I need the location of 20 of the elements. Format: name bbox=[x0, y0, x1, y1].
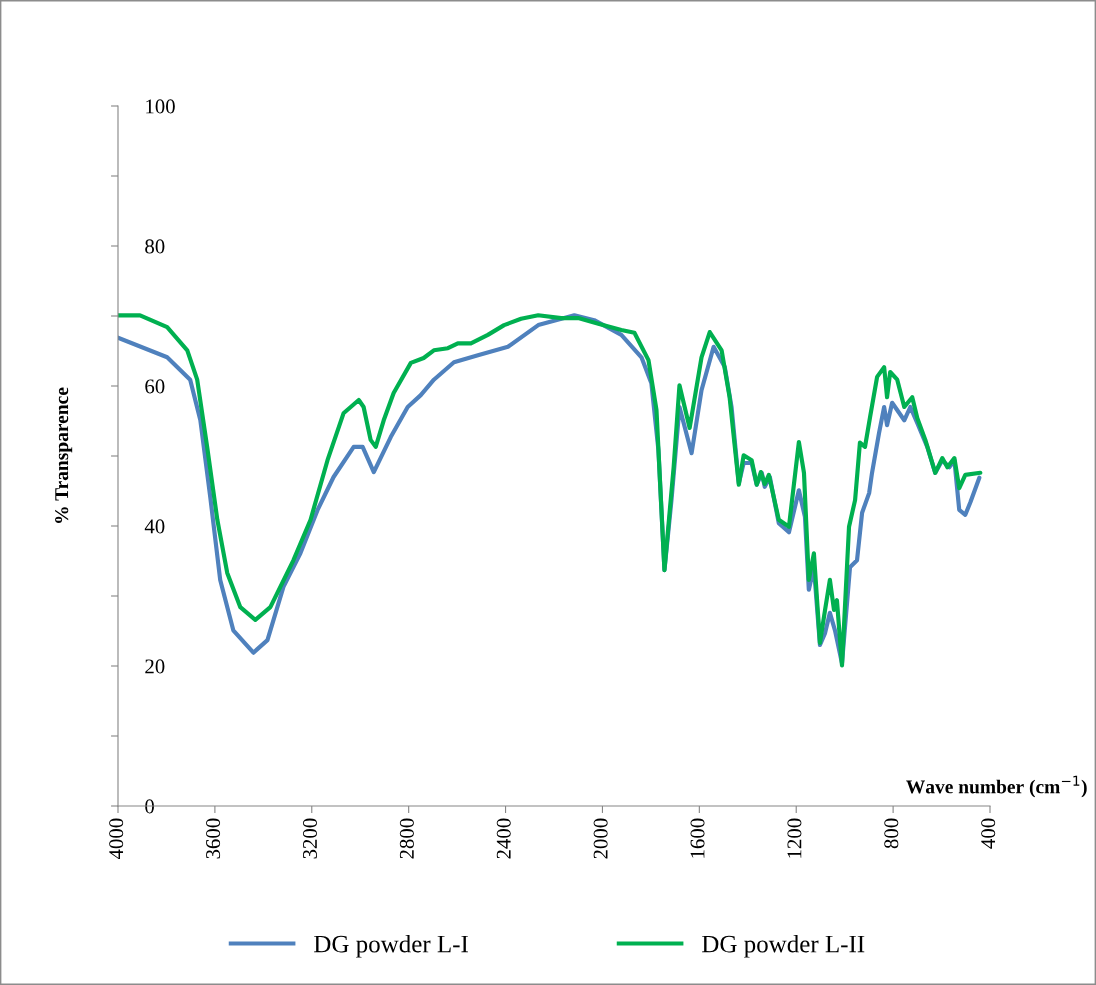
y-tick-label: 100 bbox=[146, 99, 175, 114]
x-tick-label: 4000 bbox=[109, 818, 124, 860]
y-axis-title: % Transparence bbox=[55, 387, 73, 523]
x-tick-label: 2400 bbox=[496, 818, 511, 859]
x-tick-label: 3200 bbox=[302, 818, 317, 859]
x-axis-title: Wave number (cm$^{−1}$) bbox=[906, 775, 1087, 798]
x-tick-label: 1600 bbox=[690, 818, 705, 858]
y-tick-label: 0 bbox=[145, 799, 155, 814]
x-tick-label: 1200 bbox=[787, 818, 802, 858]
y-tick-label: 80 bbox=[145, 239, 165, 254]
x-tick-label: 2000 bbox=[593, 818, 608, 859]
legend-label: DG powder L-I bbox=[314, 934, 468, 958]
x-tick-label: 800 bbox=[884, 818, 899, 849]
y-tick-label: 20 bbox=[145, 659, 165, 674]
x-tick-label: 3600 bbox=[206, 818, 221, 859]
legend-label: DG powder L-II bbox=[702, 934, 865, 958]
x-tick-label: 400 bbox=[981, 818, 996, 849]
y-tick-label: 40 bbox=[144, 519, 165, 534]
x-tick-label: 2800 bbox=[399, 818, 414, 859]
y-tick-label: 60 bbox=[145, 379, 165, 394]
